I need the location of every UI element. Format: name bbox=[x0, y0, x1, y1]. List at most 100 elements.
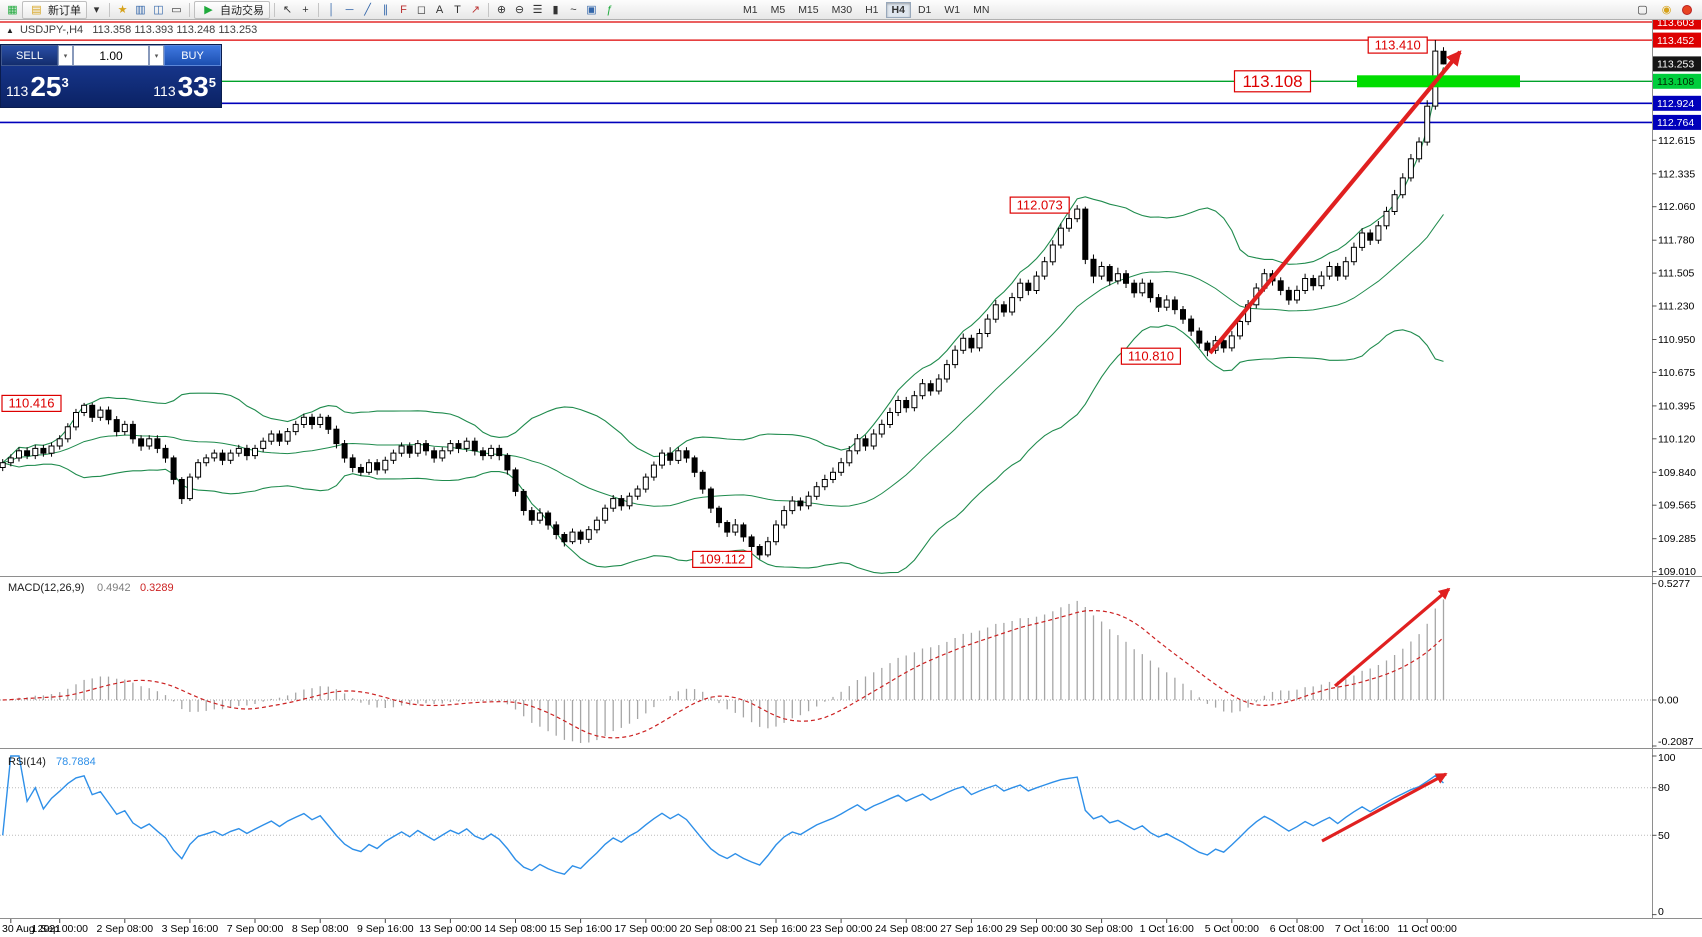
lot-up-button[interactable]: ▾ bbox=[149, 45, 164, 66]
price-axis[interactable]: 112.615 112.335 112.060 111.780 111.505 111.2… bbox=[1652, 14, 1701, 919]
terminal-icon[interactable]: ▭ bbox=[171, 4, 182, 16]
svg-text:8 Sep 08:00: 8 Sep 08:00 bbox=[292, 923, 349, 935]
annotations[interactable]: 113.410 113.108 112.073 110.810 110.416 109.1… bbox=[1, 36, 1428, 569]
buy-button[interactable]: BUY bbox=[164, 45, 221, 66]
horizontal-lines[interactable] bbox=[0, 21, 1652, 124]
arrows-icon[interactable]: ↗ bbox=[470, 4, 481, 16]
svg-text:3 Sep 16:00: 3 Sep 16:00 bbox=[162, 923, 219, 935]
candlestick-chart-icon[interactable]: ▮ bbox=[552, 4, 559, 16]
tile-windows-icon[interactable]: ▣ bbox=[586, 4, 597, 16]
svg-text:110.120: 110.120 bbox=[1658, 433, 1695, 445]
svg-text:11 Oct 00:00: 11 Oct 00:00 bbox=[1398, 923, 1458, 935]
bar-chart-icon[interactable]: ☰ bbox=[532, 4, 543, 16]
svg-text:14 Sep 08:00: 14 Sep 08:00 bbox=[484, 923, 547, 935]
line-chart-icon[interactable]: ~ bbox=[570, 3, 577, 16]
svg-text:1 Oct 16:00: 1 Oct 16:00 bbox=[1140, 923, 1194, 935]
svg-text:27 Sep 16:00: 27 Sep 16:00 bbox=[940, 923, 1003, 935]
svg-text:111.780: 111.780 bbox=[1658, 235, 1695, 247]
zoom-out-icon[interactable]: ⊖ bbox=[514, 4, 525, 16]
text-icon[interactable]: A bbox=[435, 3, 444, 16]
sell-price-display[interactable]: 113 25 3 bbox=[6, 73, 69, 101]
support-zone[interactable] bbox=[1357, 75, 1520, 88]
ask-big-figure: 113 bbox=[153, 83, 176, 99]
svg-text:17 Sep 00:00: 17 Sep 00:00 bbox=[615, 923, 678, 935]
svg-text:112.924: 112.924 bbox=[1657, 98, 1694, 110]
svg-text:110.810: 110.810 bbox=[1128, 348, 1174, 363]
svg-text:-0.2087: -0.2087 bbox=[1658, 736, 1694, 748]
timeframe-h4[interactable]: H4 bbox=[885, 1, 911, 18]
svg-text:110.950: 110.950 bbox=[1658, 334, 1695, 346]
svg-text:6 Oct 08:00: 6 Oct 08:00 bbox=[1270, 923, 1324, 935]
lot-size-input[interactable] bbox=[73, 45, 149, 66]
timeframe-m30[interactable]: M30 bbox=[831, 3, 853, 16]
candles-layer bbox=[0, 40, 1447, 560]
svg-text:0.00: 0.00 bbox=[1658, 695, 1679, 707]
timeframe-m15[interactable]: M15 bbox=[798, 3, 819, 16]
timeframe-m1[interactable]: M1 bbox=[743, 3, 758, 16]
timeframe-d1[interactable]: D1 bbox=[917, 3, 932, 16]
svg-text:111.505: 111.505 bbox=[1658, 268, 1695, 280]
svg-text:0: 0 bbox=[1658, 906, 1664, 918]
shapes-icon[interactable]: ◻ bbox=[416, 4, 427, 16]
one-click-trading-panel: SELL ▾ ▾ BUY 113 25 3 113 33 5 bbox=[0, 44, 222, 108]
sell-button[interactable]: SELL bbox=[1, 45, 58, 66]
crosshair-icon[interactable]: + bbox=[302, 3, 309, 16]
ohlc-readout: 113.358 113.393 113.248 113.253 bbox=[92, 24, 258, 36]
timeframe-w1[interactable]: W1 bbox=[944, 3, 961, 16]
auto-trading-button[interactable]: ▶ 自动交易 bbox=[194, 0, 270, 19]
new-order-button[interactable]: ▤ 新订单 bbox=[22, 0, 87, 19]
new-chart-icon[interactable]: ▦ bbox=[7, 4, 18, 16]
svg-text:113.253: 113.253 bbox=[1657, 59, 1694, 71]
new-order-icon: ▤ bbox=[31, 4, 42, 16]
dropdown-icon[interactable]: ▾ bbox=[93, 4, 100, 16]
vertical-line-icon[interactable]: │ bbox=[328, 3, 335, 16]
svg-text:30 Sep 08:00: 30 Sep 08:00 bbox=[1070, 923, 1133, 935]
toolbar: ▦ ▤ 新订单 ▾ ★ ▥ ◫ ▭ ▶ 自动交易 ↖ + │ ─ ╱ ∥ F ◻… bbox=[0, 0, 1702, 20]
svg-text:23 Sep 00:00: 23 Sep 00:00 bbox=[810, 923, 873, 935]
channel-icon[interactable]: ∥ bbox=[382, 4, 389, 16]
svg-text:21 Sep 16:00: 21 Sep 16:00 bbox=[745, 923, 808, 935]
lot-down-button[interactable]: ▾ bbox=[58, 45, 73, 66]
svg-text:0.3289: 0.3289 bbox=[140, 582, 174, 594]
svg-text:29 Sep 00:00: 29 Sep 00:00 bbox=[1005, 923, 1068, 935]
auto-trading-icon: ▶ bbox=[204, 4, 213, 16]
toolbar-separator bbox=[488, 2, 489, 17]
trend-arrows[interactable] bbox=[1208, 50, 1462, 843]
svg-text:112.060: 112.060 bbox=[1658, 201, 1695, 213]
direction-up-icon: ▲ bbox=[6, 26, 14, 35]
svg-text:100: 100 bbox=[1658, 752, 1676, 764]
timeframe-m5[interactable]: M5 bbox=[770, 3, 786, 16]
fibonacci-icon[interactable]: F bbox=[400, 3, 407, 16]
svg-text:110.675: 110.675 bbox=[1658, 367, 1695, 379]
timeframe-h1[interactable]: H1 bbox=[865, 3, 879, 16]
zoom-in-icon[interactable]: ⊕ bbox=[496, 4, 507, 16]
svg-text:112.764: 112.764 bbox=[1657, 117, 1694, 129]
svg-text:7 Oct 16:00: 7 Oct 16:00 bbox=[1335, 923, 1389, 935]
buy-price-display[interactable]: 113 33 5 bbox=[153, 73, 216, 101]
bid-big-figure: 113 bbox=[6, 83, 29, 99]
new-order-label: 新订单 bbox=[48, 4, 81, 17]
timeframe-mn[interactable]: MN bbox=[973, 3, 990, 16]
bollinger-bands bbox=[2, 67, 1445, 574]
svg-text:30 Aug 2021: 30 Aug 2021 bbox=[2, 923, 61, 935]
svg-text:109.285: 109.285 bbox=[1658, 533, 1696, 545]
cursor-icon[interactable]: ↖ bbox=[282, 4, 293, 16]
horizontal-line-icon[interactable]: ─ bbox=[345, 3, 354, 16]
fullscreen-icon[interactable]: ▢ bbox=[1637, 4, 1648, 16]
toolbar-separator bbox=[274, 2, 275, 17]
notification-badge[interactable] bbox=[1682, 4, 1692, 15]
market-watch-icon[interactable]: ▥ bbox=[135, 4, 146, 16]
svg-text:109.112: 109.112 bbox=[699, 552, 745, 567]
auto-trading-label: 自动交易 bbox=[220, 4, 264, 17]
indicators-icon[interactable]: ƒ bbox=[606, 3, 613, 16]
svg-text:112.073: 112.073 bbox=[1017, 197, 1063, 212]
svg-text:5 Oct 00:00: 5 Oct 00:00 bbox=[1205, 923, 1259, 935]
label-icon[interactable]: T bbox=[454, 3, 461, 16]
favorites-icon[interactable]: ★ bbox=[117, 4, 128, 16]
alerts-icon[interactable]: ◉ bbox=[1661, 4, 1672, 16]
svg-text:80: 80 bbox=[1658, 782, 1670, 794]
navigator-icon[interactable]: ◫ bbox=[153, 4, 164, 16]
trendline-icon[interactable]: ╱ bbox=[364, 4, 371, 16]
